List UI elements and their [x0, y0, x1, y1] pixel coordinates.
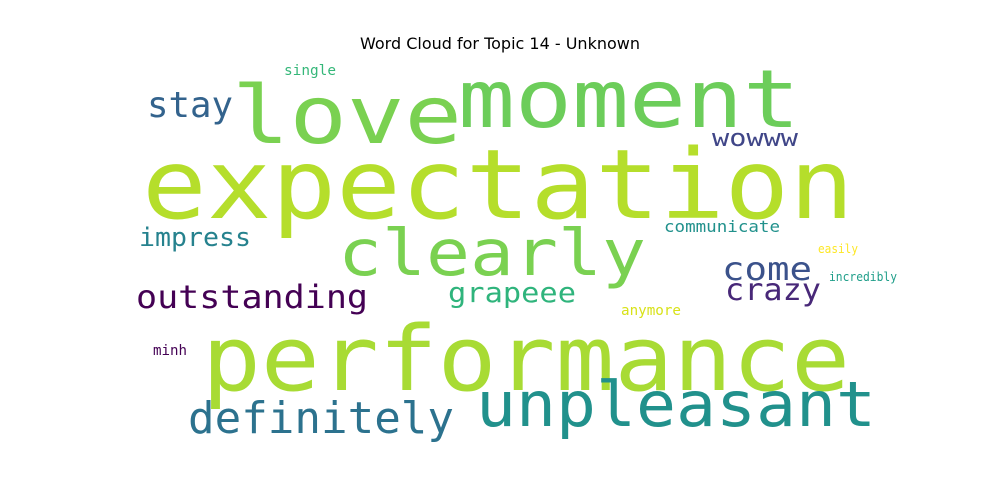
word-impress: impress — [139, 223, 251, 253]
word-love: love — [232, 69, 462, 162]
word-moment: moment — [458, 53, 800, 146]
word-stay: stay — [147, 85, 233, 126]
word-come: come — [722, 250, 812, 288]
chart-title: Word Cloud for Topic 14 - Unknown — [360, 34, 640, 53]
word-anymore: anymore — [621, 303, 681, 319]
word-performance: performance — [202, 307, 850, 412]
word-wowww: wowww — [712, 124, 799, 152]
word-communicate: communicate — [664, 217, 780, 236]
word-expectation: expectation — [142, 129, 854, 241]
word-easily: easily — [818, 242, 858, 256]
word-incredibly: incredibly — [829, 270, 897, 284]
word-crazy: crazy — [725, 273, 821, 308]
word-unpleasant: unpleasant — [476, 368, 876, 441]
word-outstanding: outstanding — [136, 278, 368, 316]
word-minh: minh — [153, 343, 187, 359]
word-definitely: definitely — [188, 393, 454, 444]
word-single: single — [284, 63, 336, 79]
word-clearly: clearly — [338, 217, 646, 291]
word-grapeee: grapeee — [448, 276, 576, 309]
